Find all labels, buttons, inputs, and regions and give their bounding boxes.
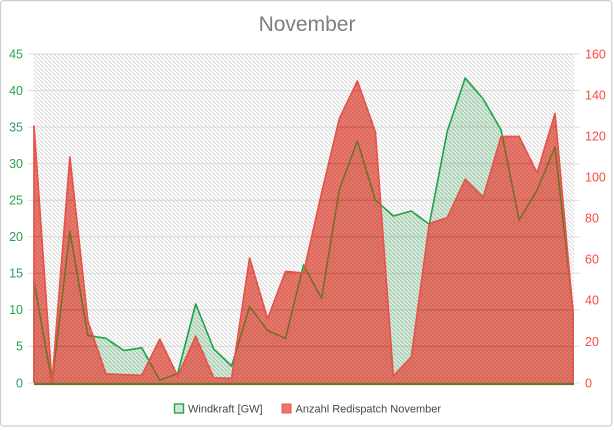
svg-text:Anzahl Redispatch November: Anzahl Redispatch November <box>296 404 442 416</box>
svg-text:20: 20 <box>9 230 23 244</box>
svg-text:140: 140 <box>585 89 606 103</box>
svg-text:20: 20 <box>585 335 599 349</box>
svg-text:40: 40 <box>585 294 599 308</box>
svg-text:25: 25 <box>9 194 23 208</box>
svg-text:40: 40 <box>9 84 23 98</box>
svg-text:80: 80 <box>585 212 599 226</box>
svg-text:Windkraft [GW]: Windkraft [GW] <box>188 404 263 416</box>
svg-text:0: 0 <box>16 377 23 391</box>
svg-text:15: 15 <box>9 267 23 281</box>
svg-text:5: 5 <box>16 340 23 354</box>
svg-text:100: 100 <box>585 171 606 185</box>
svg-text:60: 60 <box>585 253 599 267</box>
svg-text:10: 10 <box>9 303 23 317</box>
svg-text:120: 120 <box>585 130 606 144</box>
svg-text:November: November <box>259 13 356 36</box>
svg-text:45: 45 <box>9 48 23 62</box>
svg-text:0: 0 <box>585 377 592 391</box>
svg-text:160: 160 <box>585 48 606 62</box>
svg-text:35: 35 <box>9 121 23 135</box>
svg-text:30: 30 <box>9 157 23 171</box>
